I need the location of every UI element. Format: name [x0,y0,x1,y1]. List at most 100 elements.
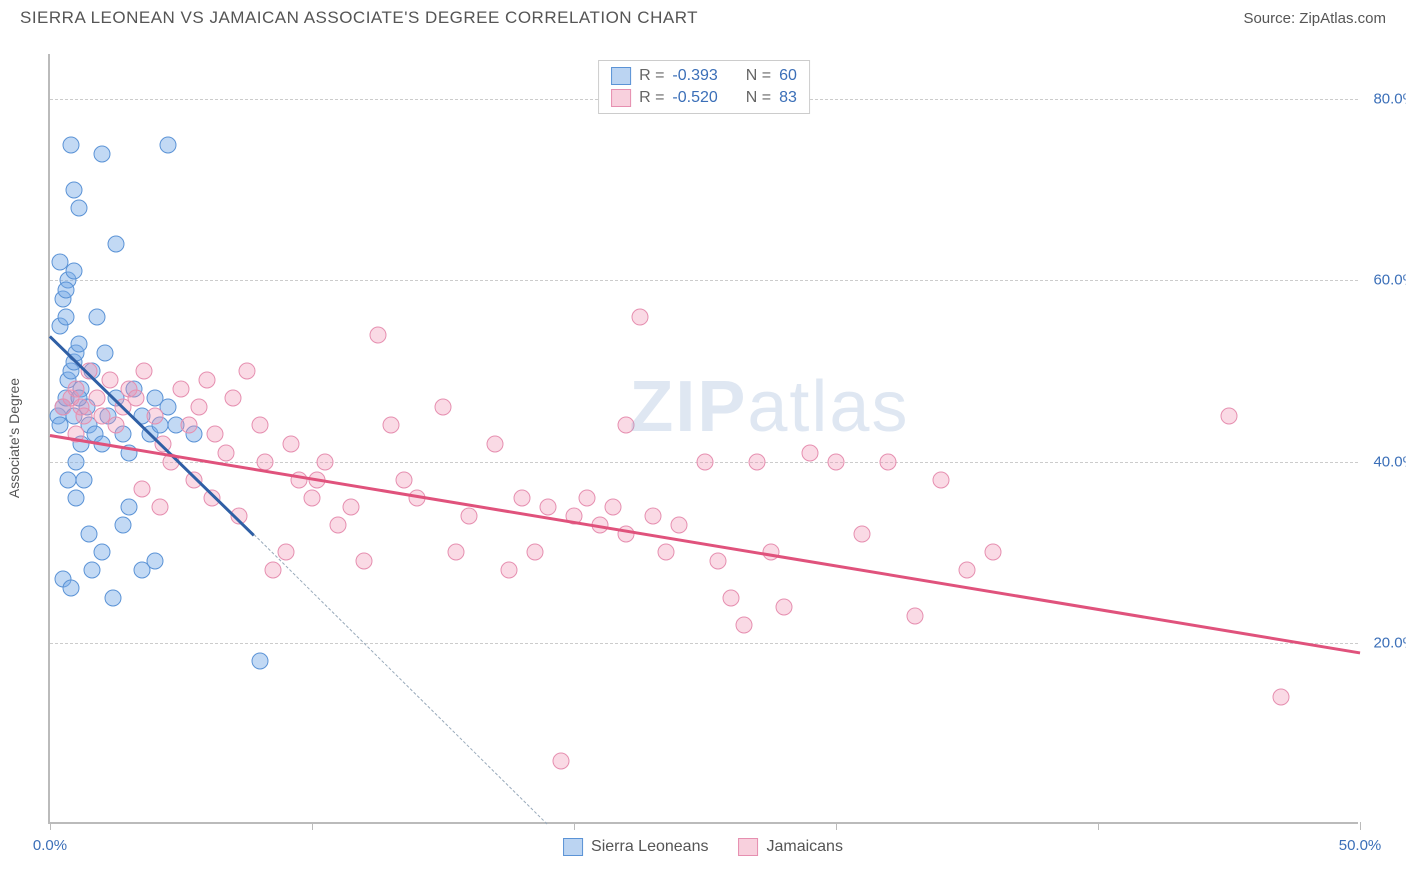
y-axis-label: Associate's Degree [6,378,22,498]
data-point [1221,408,1238,425]
gridline-h [50,280,1358,281]
data-point [97,344,114,361]
gridline-h [50,643,1358,644]
data-point [251,652,268,669]
legend-r-value: -0.520 [672,89,717,107]
data-point [435,399,452,416]
data-point [500,562,517,579]
data-point [330,517,347,534]
legend-series-item: Sierra Leoneans [563,838,708,856]
data-point [552,752,569,769]
data-point [382,417,399,434]
data-point [94,544,111,561]
data-point [68,489,85,506]
data-point [146,553,163,570]
data-point [657,544,674,561]
data-point [159,136,176,153]
data-point [89,390,106,407]
chart-container: ZIPatlas Associate's Degree R =-0.393N =… [48,54,1358,824]
data-point [70,335,87,352]
data-point [605,498,622,515]
data-point [343,498,360,515]
data-point [104,589,121,606]
data-point [68,381,85,398]
legend-r-label: R = [639,67,664,85]
data-point [89,308,106,325]
watermark-zip: ZIP [629,367,747,447]
legend-series-label: Sierra Leoneans [591,838,708,856]
data-point [631,308,648,325]
data-point [579,489,596,506]
y-tick-label: 80.0% [1373,91,1406,108]
data-point [644,508,661,525]
data-point [102,372,119,389]
data-point [62,580,79,597]
y-tick-label: 60.0% [1373,272,1406,289]
data-point [57,281,74,298]
data-point [461,508,478,525]
data-point [932,471,949,488]
data-point [217,444,234,461]
data-point [736,616,753,633]
plot-area: ZIPatlas Associate's Degree R =-0.393N =… [48,54,1358,824]
data-point [225,390,242,407]
data-point [52,254,69,271]
watermark-atlas: atlas [747,367,909,447]
legend-stat-row: R = -0.520 N = 83 [611,87,797,109]
x-tick [574,822,575,830]
data-point [801,444,818,461]
data-point [65,181,82,198]
data-point [356,553,373,570]
data-point [107,236,124,253]
data-point [83,562,100,579]
data-point [526,544,543,561]
data-point [133,480,150,497]
data-point [710,553,727,570]
chart-header: SIERRA LEONEAN VS JAMAICAN ASSOCIATE'S D… [0,0,1406,32]
data-point [68,453,85,470]
data-point [723,589,740,606]
data-point [238,363,255,380]
x-tick-label: 50.0% [1339,837,1382,854]
source-attribution: Source: ZipAtlas.com [1243,10,1386,27]
legend-series: Sierra Leoneans Jamaicans [563,838,843,856]
data-point [395,471,412,488]
legend-swatch [611,89,631,107]
data-point [180,417,197,434]
data-point [57,308,74,325]
data-point [854,526,871,543]
data-point [173,381,190,398]
data-point [115,517,132,534]
data-point [76,408,93,425]
legend-n-value: 83 [779,89,797,107]
data-point [775,598,792,615]
data-point [256,453,273,470]
data-point [487,435,504,452]
legend-n-label: N = [746,67,771,85]
data-point [697,453,714,470]
data-point [880,453,897,470]
data-point [448,544,465,561]
data-point [81,526,98,543]
x-tick [50,822,51,830]
x-tick [312,822,313,830]
legend-stat-row: R =-0.393N =60 [611,65,797,87]
data-point [186,471,203,488]
legend-series-label: Jamaicans [766,838,842,856]
data-point [264,562,281,579]
watermark: ZIPatlas [629,366,909,448]
legend-r-label: R = [639,89,664,107]
data-point [120,498,137,515]
y-tick-label: 40.0% [1373,453,1406,470]
legend-n-label: N = [746,89,771,107]
data-point [62,136,79,153]
data-point [199,372,216,389]
data-point [959,562,976,579]
x-tick [836,822,837,830]
data-point [985,544,1002,561]
legend-swatch [563,838,583,856]
data-point [513,489,530,506]
data-point [70,200,87,217]
data-point [670,517,687,534]
data-point [749,453,766,470]
